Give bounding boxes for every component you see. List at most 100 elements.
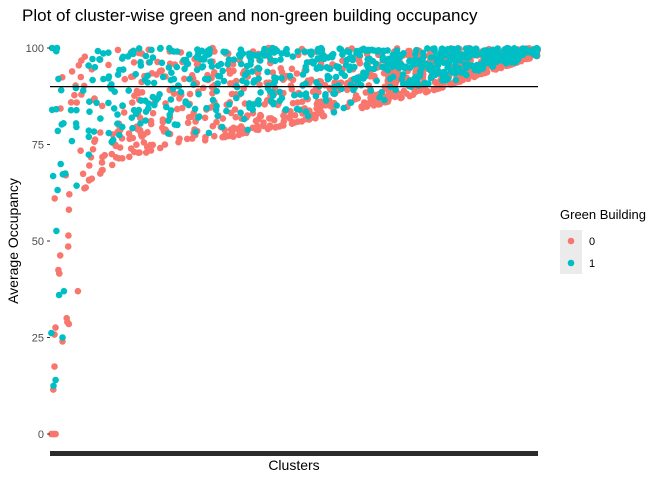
point-series-0-766: [312, 112, 320, 119]
point-series-1-458: [488, 55, 495, 62]
point-series-1-628: [410, 61, 418, 68]
point-series-1-89: [73, 123, 80, 131]
point-series-0-412: [183, 135, 191, 143]
point-series-1-451: [504, 54, 512, 61]
point-series-1-82: [370, 65, 378, 73]
point-series-1-619: [314, 45, 322, 53]
point-series-1-437: [335, 82, 342, 89]
point-series-1-611: [343, 56, 351, 64]
point-series-1-226: [53, 227, 60, 235]
point-series-1-624: [240, 115, 248, 123]
point-series-1-225: [283, 50, 291, 58]
legend-label-0: 0: [589, 236, 595, 248]
point-series-1-473: [339, 51, 346, 58]
legend-key-0: [567, 237, 575, 245]
point-series-1-138: [226, 101, 233, 108]
point-series-0-628: [255, 115, 262, 123]
point-series-0-189: [98, 102, 106, 110]
point-series-0-413: [174, 105, 181, 113]
point-series-0-106: [288, 86, 296, 93]
point-series-1-128: [218, 123, 226, 131]
point-series-0-735: [252, 126, 260, 133]
point-series-1-243: [434, 62, 442, 69]
point-series-0-624: [112, 142, 119, 150]
point-series-1-300: [214, 80, 221, 87]
point-series-0-565: [66, 191, 73, 198]
point-series-1-0: [50, 382, 57, 390]
point-series-1-406: [220, 48, 227, 56]
point-series-1-276: [73, 182, 80, 189]
point-series-0-465: [278, 68, 286, 76]
point-series-1-600: [478, 50, 485, 58]
point-series-0-227: [52, 324, 59, 331]
point-series-1-605: [203, 104, 210, 112]
point-series-1-447: [313, 79, 320, 86]
point-series-0-665: [136, 126, 144, 134]
point-series-1-562: [462, 45, 470, 52]
chart-title: Plot of cluster-wise green and non-green…: [22, 6, 478, 25]
point-series-1-516: [157, 44, 164, 52]
point-series-1-610: [381, 96, 388, 104]
point-series-0-763: [472, 72, 479, 79]
point-series-1-591: [398, 75, 406, 83]
point-series-0-303: [98, 159, 106, 166]
point-series-1-578: [192, 128, 199, 136]
point-series-1-171: [114, 111, 121, 118]
point-series-1-573: [515, 55, 522, 62]
point-series-1-213: [173, 63, 181, 71]
point-series-0-546: [288, 65, 296, 73]
point-series-0-734: [227, 126, 235, 133]
point-series-0-705: [358, 103, 365, 110]
point-series-1-511: [225, 56, 233, 63]
point-series-1-279: [237, 109, 244, 117]
point-series-0-166: [67, 99, 75, 106]
point-series-1-576: [328, 52, 335, 59]
point-series-1-288: [149, 54, 157, 61]
point-series-1-427: [427, 54, 435, 61]
legend-label-1: 1: [589, 258, 595, 270]
point-series-0-555: [170, 90, 178, 97]
point-series-1-453: [444, 46, 451, 53]
point-series-1-282: [230, 56, 238, 63]
point-series-1-221: [213, 87, 220, 95]
point-series-1-555: [294, 48, 302, 55]
point-series-1-195: [347, 99, 355, 106]
point-series-1-546: [72, 84, 80, 92]
point-series-1-407: [53, 105, 60, 113]
point-series-1-149: [301, 48, 308, 55]
point-series-0-7: [63, 314, 70, 322]
point-series-1-448: [119, 66, 127, 73]
point-series-1-242: [96, 56, 104, 63]
point-series-0-219: [112, 154, 120, 161]
point-series-1-201: [312, 92, 320, 100]
point-series-1-445: [302, 80, 310, 87]
point-series-0-663: [89, 146, 97, 153]
point-series-1-131: [150, 79, 158, 87]
point-series-1-426: [378, 88, 386, 96]
point-series-1-502: [480, 61, 487, 69]
point-series-0-381: [73, 99, 80, 106]
point-series-1-556: [86, 108, 93, 115]
point-series-1-113: [60, 120, 67, 127]
point-series-1-442: [389, 63, 397, 70]
y-tick-label-1: 25: [32, 333, 44, 345]
point-series-1-457: [85, 127, 93, 134]
point-series-0-329: [108, 161, 116, 169]
point-series-1-542: [105, 49, 112, 56]
point-series-1-167: [193, 66, 201, 74]
point-series-0-478: [129, 99, 136, 106]
point-series-1-635: [349, 56, 357, 64]
point-series-1-381: [246, 101, 253, 109]
point-series-0-128: [133, 141, 140, 148]
point-series-1-237: [244, 126, 252, 134]
point-series-1-314: [331, 90, 339, 97]
point-series-0-161: [184, 119, 192, 127]
point-series-1-389: [220, 77, 228, 85]
point-series-1-321: [223, 107, 230, 115]
point-series-0-562: [439, 84, 446, 91]
point-series-1-443: [431, 45, 438, 52]
point-series-1-623: [237, 46, 245, 53]
point-series-1-60: [135, 45, 143, 52]
point-series-0-711: [179, 104, 186, 112]
point-series-1-29: [54, 127, 62, 135]
